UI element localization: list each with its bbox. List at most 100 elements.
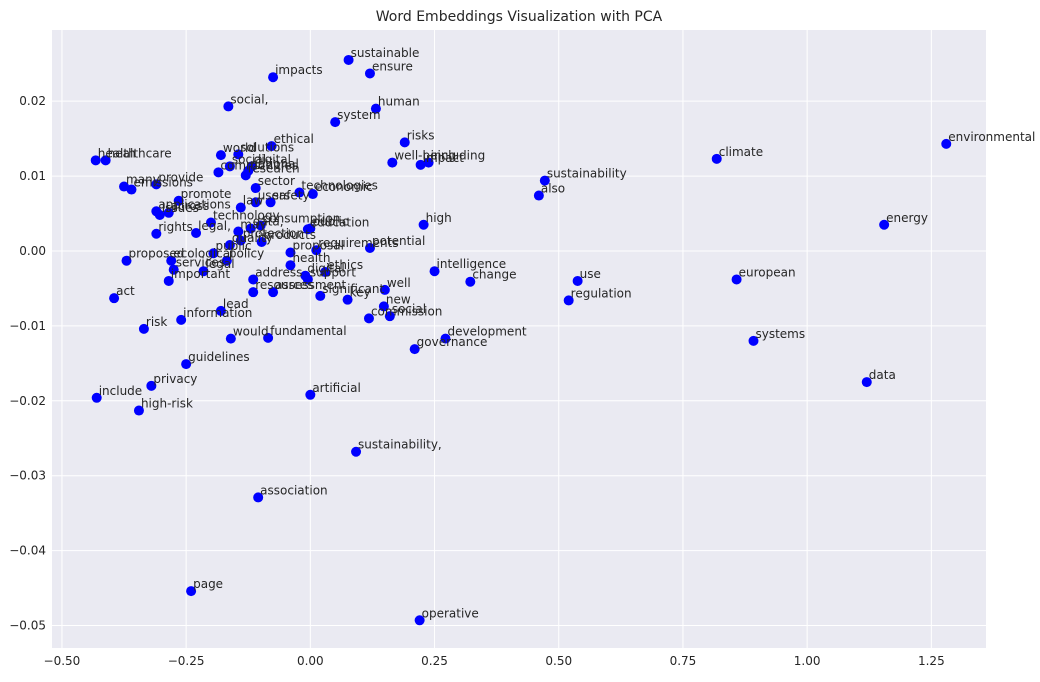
data-point	[186, 586, 197, 597]
point-label: change	[472, 268, 516, 282]
data-point	[100, 155, 111, 166]
data-point	[133, 405, 144, 416]
data-point	[311, 245, 322, 256]
data-point	[305, 223, 316, 234]
data-point	[109, 293, 120, 304]
y-tick-label: 0.02	[19, 94, 46, 108]
point-label: public	[215, 239, 251, 253]
point-label: sustainability,	[358, 438, 442, 452]
point-label: proposal	[292, 238, 344, 252]
data-point	[191, 228, 202, 239]
data-point	[181, 359, 192, 370]
data-point	[253, 492, 264, 503]
point-label: development	[447, 325, 526, 339]
point-label: consumption	[263, 212, 341, 226]
data-point	[302, 274, 313, 285]
data-point	[305, 389, 316, 400]
point-label: page	[193, 577, 223, 591]
point-label: ethical	[274, 132, 314, 146]
point-label: impacts	[275, 63, 323, 77]
point-label: ecological	[173, 247, 233, 261]
x-tick-label: 0.75	[670, 654, 697, 668]
data-point	[146, 380, 157, 391]
point-label: assessment	[275, 278, 346, 292]
data-point	[126, 184, 137, 195]
data-point	[351, 446, 362, 457]
data-point	[235, 202, 246, 213]
data-point	[320, 266, 331, 277]
point-label: data,	[253, 215, 284, 229]
data-point	[221, 255, 232, 266]
data-point	[941, 138, 952, 149]
point-label: well	[387, 276, 411, 290]
point-label: health	[292, 251, 330, 265]
data-point	[263, 332, 274, 343]
tick-labels: −0.50 −0.25 0.00 0.25 0.50 0.75 1.00 1.25 0.02 0.…	[9, 94, 944, 668]
point-label: social	[392, 302, 426, 316]
data-point	[250, 197, 261, 208]
data-point	[250, 183, 261, 194]
data-point	[213, 167, 224, 178]
data-point	[268, 72, 279, 83]
data-point	[418, 219, 429, 230]
point-label: risk	[146, 315, 168, 329]
point-label: quality	[232, 231, 273, 245]
grid	[52, 30, 986, 648]
x-tick-label: 1.25	[918, 654, 945, 668]
point-label: national	[250, 157, 299, 171]
point-label: also	[541, 182, 565, 196]
point-label: lead	[223, 297, 249, 311]
y-tick-label: −0.05	[9, 619, 46, 633]
data-point	[151, 228, 162, 239]
plot-area	[52, 30, 986, 648]
x-tick-label: −0.50	[44, 654, 81, 668]
x-tick-label: 0.00	[297, 654, 324, 668]
point-label: support	[310, 265, 356, 279]
data-point	[731, 274, 742, 285]
data-point	[173, 195, 184, 206]
point-label: risks	[407, 128, 435, 142]
point-label: requirements	[318, 236, 398, 250]
data-point	[240, 170, 251, 181]
point-label: users	[258, 188, 290, 202]
point-label: economic	[315, 180, 373, 194]
y-tick-label: −0.04	[9, 544, 46, 558]
data-point	[414, 615, 425, 626]
point-label: significant	[322, 282, 384, 296]
data-point	[363, 313, 374, 324]
point-label: technologies	[301, 179, 378, 193]
data-point	[151, 179, 162, 190]
point-label: promote	[181, 187, 232, 201]
point-label: health	[98, 146, 136, 160]
data-point	[364, 242, 375, 253]
data-point	[572, 275, 583, 286]
point-label: protection	[243, 226, 304, 240]
data-point	[235, 235, 246, 246]
point-label: law	[243, 194, 264, 208]
point-label: new	[386, 292, 411, 306]
point-label: provide	[158, 170, 203, 184]
point-label: association	[260, 483, 327, 497]
data-point	[563, 295, 574, 306]
data-point	[224, 161, 235, 172]
point-label: legal,	[198, 219, 231, 233]
point-label: regulation	[571, 286, 632, 300]
data-point	[429, 266, 440, 277]
point-label: important	[171, 267, 231, 281]
data-point	[121, 255, 132, 266]
point-label: solutions	[240, 140, 294, 154]
point-label: including	[431, 149, 486, 163]
data-point	[330, 117, 341, 128]
point-label: operative	[422, 606, 479, 620]
point-label: many	[126, 173, 160, 187]
point-label: may	[240, 218, 266, 232]
point-label: education	[310, 215, 370, 229]
data-point	[225, 333, 236, 344]
point-label: research	[248, 161, 300, 175]
data-point	[415, 159, 426, 170]
data-point	[256, 236, 267, 247]
data-point	[248, 287, 259, 298]
point-label: environmental	[948, 130, 1035, 144]
